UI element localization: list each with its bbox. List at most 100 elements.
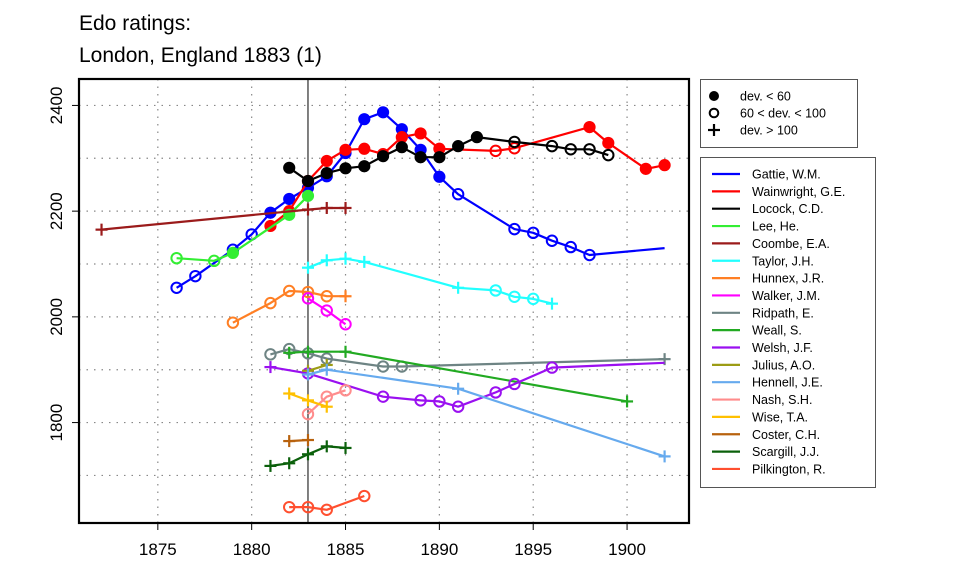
series-scargill-j-j: [264, 440, 352, 472]
point-plus: [320, 254, 333, 267]
point-open: [508, 377, 521, 391]
point-filled: [283, 161, 296, 174]
point-open: [283, 284, 296, 298]
point-filled: [433, 170, 446, 183]
marker-legend-label: 60 < dev. < 100: [740, 107, 826, 121]
point-open: [170, 251, 183, 265]
point-plus: [264, 459, 277, 472]
legend-label: Coombe, E.A.: [752, 237, 830, 251]
point-plus: [320, 440, 333, 453]
point-filled: [376, 106, 390, 119]
point-open: [564, 143, 577, 156]
point-open: [527, 292, 540, 306]
point-open: [583, 248, 596, 262]
point-filled: [339, 162, 352, 175]
point-open: [301, 292, 315, 305]
x-tick-label: 1880: [233, 540, 271, 559]
point-filled: [358, 160, 371, 173]
point-filled: [583, 121, 596, 134]
series-wise-t-a: [283, 387, 333, 413]
point-filled: [414, 151, 427, 164]
point-open: [508, 142, 521, 155]
point-filled: [320, 154, 333, 168]
point-plus: [301, 261, 314, 274]
legend-label: Ridpath, E.: [752, 306, 814, 320]
legend-label: Wise, T.A.: [752, 410, 808, 424]
point-open: [320, 304, 333, 317]
point-open: [545, 139, 559, 153]
point-filled: [283, 192, 296, 206]
legend-item: Weall, S.: [712, 324, 802, 338]
legend-item: Ridpath, E.: [712, 306, 814, 320]
point-open: [264, 296, 277, 310]
legend-label: Lee, He.: [752, 220, 799, 234]
x-tick-label: 1895: [514, 540, 552, 559]
marker-legend: dev. < 60 60 < dev. < 100 dev. > 100: [700, 79, 858, 148]
point-open: [207, 254, 221, 268]
point-open: [564, 240, 577, 254]
point-open: [301, 407, 315, 421]
point-plus: [452, 281, 465, 294]
legend-label: Taylor, J.H.: [752, 254, 814, 268]
point-open: [358, 489, 371, 503]
y-tick-label: 1800: [47, 404, 66, 442]
point-plus: [339, 201, 352, 214]
point-filled: [658, 159, 671, 172]
point-open: [189, 269, 202, 283]
point-open: [489, 144, 502, 158]
legend-item: Lee, He.: [712, 220, 799, 234]
point-plus: [95, 223, 108, 236]
marker-legend-box: [700, 79, 858, 148]
legend-item: Taylor, J.H.: [712, 254, 814, 268]
point-plus: [301, 434, 314, 447]
point-plus: [658, 450, 671, 463]
point-filled: [226, 246, 240, 259]
series-walker-j-m: [301, 292, 352, 331]
series-weall-s: [283, 345, 634, 408]
legend-item: Nash, S.H.: [712, 393, 812, 407]
point-filled: [395, 131, 408, 144]
point-filled: [301, 189, 315, 202]
point-filled: [358, 142, 371, 155]
point-plus: [358, 255, 371, 268]
legend-item: Coster, C.H.: [712, 428, 820, 442]
legend-label: Gattie, W.M.: [752, 168, 821, 182]
point-open: [226, 316, 240, 329]
series-line: [289, 350, 628, 403]
point-filled: [320, 166, 333, 180]
point-open: [545, 361, 559, 374]
legend-item: Walker, J.M.: [712, 289, 820, 303]
point-open: [376, 390, 390, 403]
series-hunnex-j-r: [226, 284, 352, 329]
legend-label: Walker, J.M.: [752, 289, 820, 303]
point-filled: [358, 113, 371, 126]
point-filled: [639, 162, 652, 175]
point-plus: [320, 201, 333, 214]
legend-item: Coombe, E.A.: [712, 237, 830, 251]
point-plus: [320, 400, 333, 413]
x-tick-label: 1900: [608, 540, 646, 559]
point-open: [339, 384, 352, 397]
series-hennell-j-e: [301, 363, 671, 463]
legend-item: Hennell, J.E.: [712, 376, 823, 390]
point-filled: [452, 140, 465, 153]
legend-item: Locock, C.D.: [712, 202, 824, 216]
series-line: [101, 206, 346, 231]
legend-item: Julius, A.O.: [712, 358, 815, 372]
legend-item: Gattie, W.M.: [712, 168, 821, 182]
point-plus: [301, 345, 314, 358]
point-open: [489, 386, 502, 399]
series-coster-c-h: [283, 434, 314, 448]
point-open: [264, 348, 277, 361]
legend-item: Welsh, J.F.: [712, 341, 813, 355]
point-plus: [283, 457, 296, 470]
y-axis: 1800 2000 2200 2400: [47, 87, 79, 442]
x-tick-label: 1890: [420, 540, 458, 559]
legend-label: Welsh, J.F.: [752, 341, 813, 355]
point-open: [414, 394, 427, 407]
point-open: [283, 500, 296, 514]
legend-item: Pilkington, R.: [712, 462, 826, 476]
chart-subtitle: London, England 1883 (1): [79, 44, 322, 67]
series-line: [269, 125, 665, 227]
x-tick-label: 1885: [327, 540, 365, 559]
